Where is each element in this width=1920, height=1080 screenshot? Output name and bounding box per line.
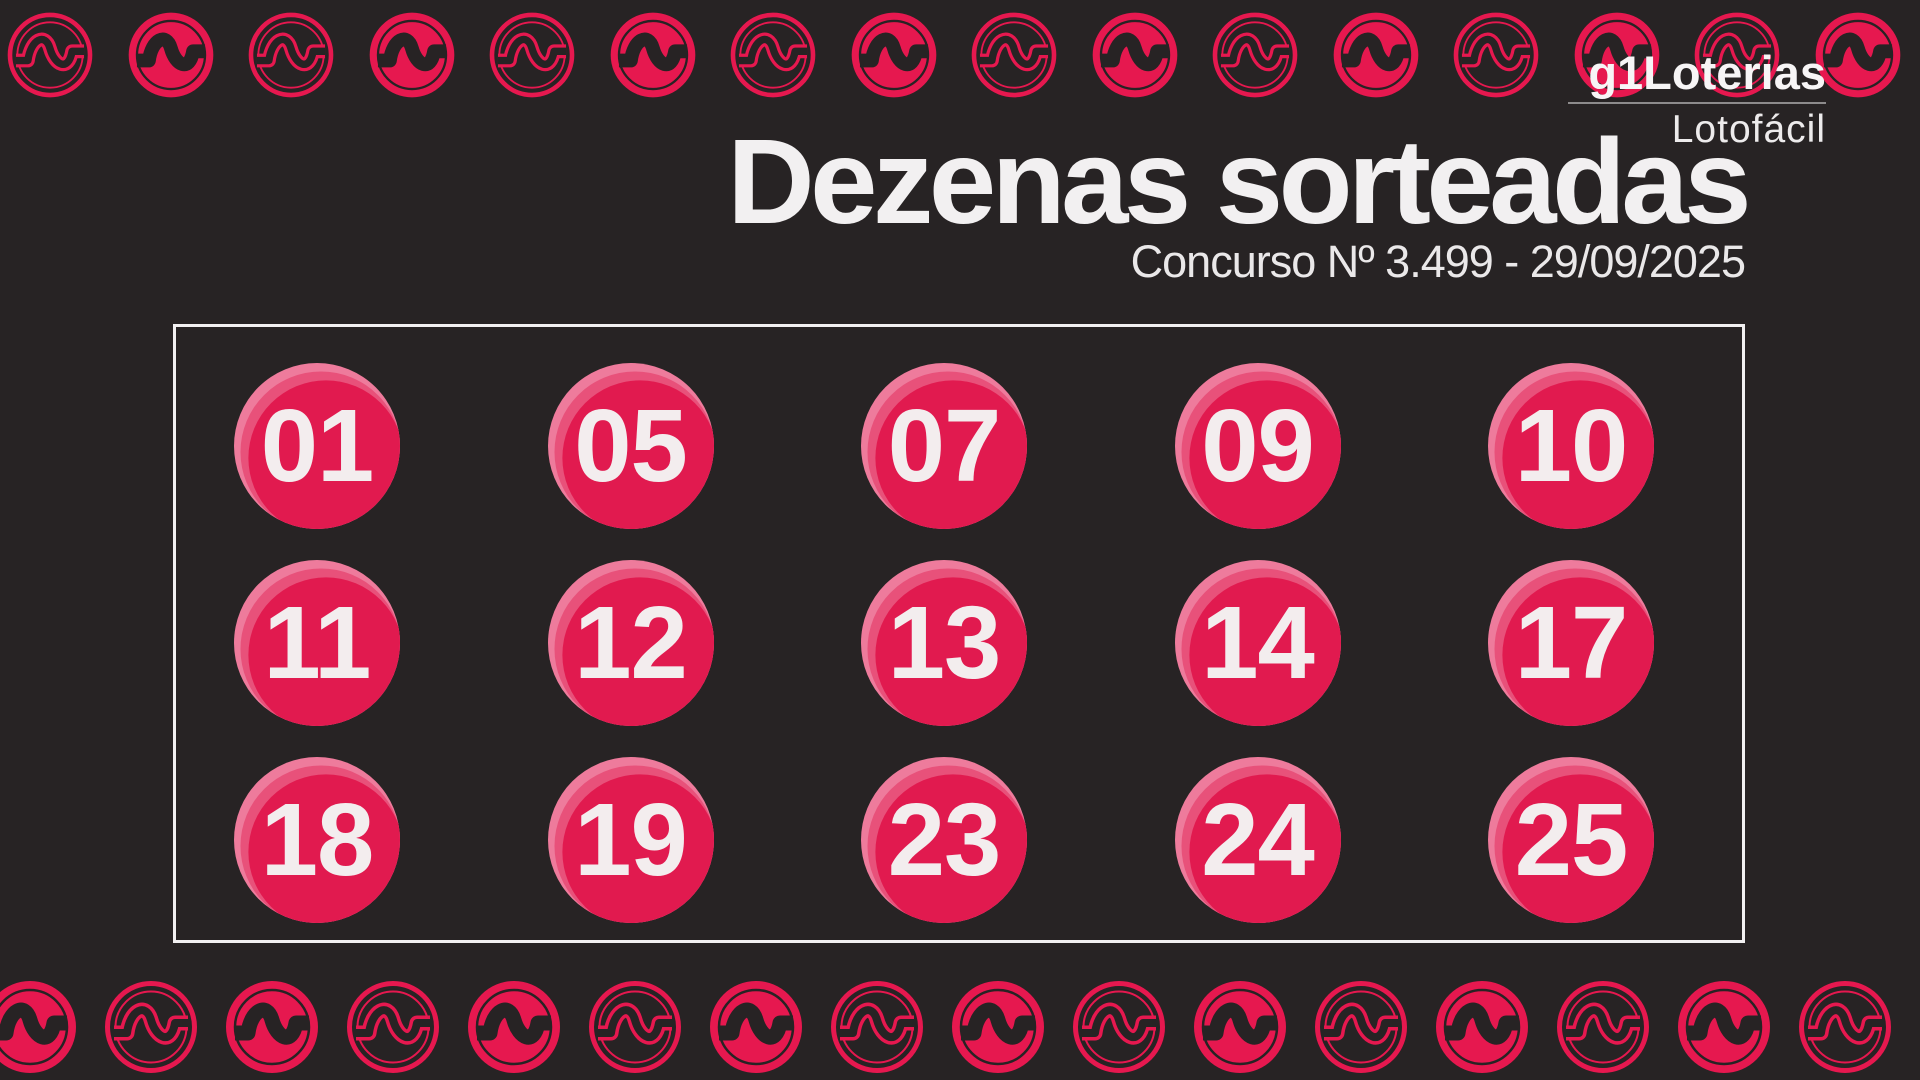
lottery-ball: 07 xyxy=(861,363,1027,529)
ball-number: 07 xyxy=(887,388,1002,503)
results-box: 01 05 07 09 10 11 12 13 14 17 18 19 23 24 25 xyxy=(173,324,1745,943)
lottery-ball: 19 xyxy=(547,757,714,923)
money-coin-icon xyxy=(971,12,1057,98)
brand-product: Lotofácil xyxy=(1671,108,1826,152)
ball-surface xyxy=(1188,577,1341,726)
money-coin-icon xyxy=(1574,12,1659,98)
ball-number: 24 xyxy=(1201,782,1315,897)
lottery-ball: 14 xyxy=(1174,560,1341,726)
lottery-ball: 24 xyxy=(1174,757,1341,923)
money-coin-icon xyxy=(710,981,802,1073)
money-coin-icon xyxy=(952,981,1044,1073)
balls-grid: 01 05 07 09 10 11 12 13 14 17 18 19 23 24 25 xyxy=(176,327,1742,940)
ball-number: 23 xyxy=(887,782,1002,897)
money-coin-icon xyxy=(1092,12,1177,98)
ball-number: 17 xyxy=(1514,585,1629,700)
money-coin-icon xyxy=(1333,12,1418,98)
ball-surface xyxy=(561,774,714,923)
money-coin-icon xyxy=(248,12,334,98)
brand-underline xyxy=(1568,102,1826,105)
money-coin-icon xyxy=(610,12,695,98)
contest-subtitle: Concurso Nº 3.499 - 29/09/2025 xyxy=(1130,236,1746,287)
lottery-ball: 18 xyxy=(234,757,400,923)
lottery-ball: 13 xyxy=(861,560,1027,726)
money-coin-icon xyxy=(105,981,197,1073)
ball-surface xyxy=(875,774,1027,923)
money-coin-icon xyxy=(1694,12,1780,98)
ball-surface xyxy=(248,774,400,923)
money-coin-icon xyxy=(1212,12,1298,98)
ball-surface xyxy=(1502,380,1654,529)
lottery-ball: 12 xyxy=(547,560,714,726)
ball-surface xyxy=(1188,774,1341,923)
ball-number: 12 xyxy=(574,585,688,700)
coin-band-top xyxy=(0,0,1920,112)
ball-surface xyxy=(875,380,1027,529)
coin-band-bottom xyxy=(0,968,1920,1080)
ball-number: 10 xyxy=(1514,388,1629,503)
ball-number: 18 xyxy=(260,782,375,897)
money-coin-icon xyxy=(347,981,439,1073)
ball-number: 11 xyxy=(263,585,372,700)
money-coin-icon xyxy=(831,981,923,1073)
ball-surface xyxy=(1502,577,1654,726)
money-coin-icon xyxy=(1678,981,1770,1073)
money-coin-icon xyxy=(589,981,681,1073)
lottery-ball: 17 xyxy=(1488,560,1654,726)
ball-surface xyxy=(1188,380,1341,529)
brand-logo-text: g1Loterias xyxy=(1588,46,1826,99)
lottery-ball: 11 xyxy=(234,560,400,726)
money-coin-icon xyxy=(1436,981,1528,1073)
ball-surface xyxy=(561,577,714,726)
ball-number: 25 xyxy=(1514,782,1629,897)
ball-surface xyxy=(561,380,714,529)
lottery-ball: 09 xyxy=(1174,363,1341,529)
ball-number: 09 xyxy=(1201,388,1315,503)
lottery-ball: 23 xyxy=(861,757,1027,923)
ball-surface xyxy=(248,577,400,726)
ball-number: 13 xyxy=(887,585,1002,700)
money-coin-icon xyxy=(851,12,936,98)
ball-number: 14 xyxy=(1201,585,1315,700)
ball-number: 01 xyxy=(260,388,375,503)
money-coin-icon xyxy=(1315,981,1407,1073)
ball-surface xyxy=(1502,774,1654,923)
money-coin-icon xyxy=(1073,981,1165,1073)
ball-surface xyxy=(875,577,1027,726)
money-coin-icon xyxy=(0,981,76,1073)
money-coin-icon xyxy=(730,12,816,98)
money-coin-icon xyxy=(7,12,93,98)
money-coin-icon xyxy=(1557,981,1649,1073)
brand-logo: g1Loterias Lotofácil xyxy=(1568,48,1826,149)
money-coin-icon xyxy=(1799,981,1891,1073)
money-coin-icon xyxy=(226,981,318,1073)
lottery-ball: 01 xyxy=(234,363,400,529)
money-coin-icon xyxy=(1815,12,1900,98)
money-coin-icon xyxy=(1453,12,1539,98)
ball-number: 05 xyxy=(574,388,688,503)
lottery-ball: 05 xyxy=(547,363,714,529)
money-coin-icon xyxy=(369,12,454,98)
money-coin-icon xyxy=(489,12,575,98)
ball-surface xyxy=(248,380,400,529)
lottery-ball: 10 xyxy=(1488,363,1654,529)
money-coin-icon xyxy=(128,12,213,98)
lottery-ball: 25 xyxy=(1488,757,1654,923)
money-coin-icon xyxy=(468,981,560,1073)
money-coin-icon xyxy=(1194,981,1286,1073)
page-title: Dezenas sorteadas xyxy=(727,113,1751,249)
ball-number: 19 xyxy=(574,782,688,897)
